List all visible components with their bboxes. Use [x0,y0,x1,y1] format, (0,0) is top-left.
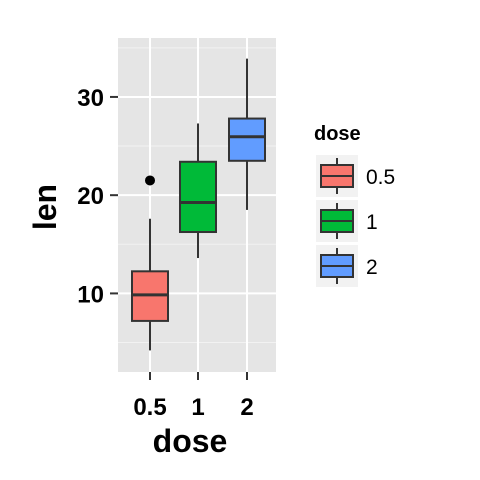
y-axis-title: len [27,184,63,230]
box-0.5 [131,175,169,351]
axes: 10 20 30 0.5 1 2 [77,85,253,421]
legend-label: 2 [366,256,378,279]
box-1 [179,123,217,259]
legend: dose 0.5 1 2 [314,123,395,287]
x-tick-label: 1 [191,394,204,421]
legend-item-0.5: 0.5 [316,155,395,197]
legend-item-1: 1 [316,200,378,242]
boxes [131,58,266,351]
box-body [179,160,217,234]
y-tick-label: 30 [77,85,104,112]
box-2 [228,58,266,210]
legend-label: 0.5 [366,166,395,189]
legend-items: 0.5 1 2 [316,155,395,287]
x-tick-label: 2 [240,394,253,421]
legend-label: 1 [366,211,378,234]
legend-title: dose [314,123,361,145]
y-tick-label: 20 [77,183,104,210]
legend-item-2: 2 [316,245,378,287]
box-body [228,117,266,162]
outlier-point [145,175,155,186]
x-axis-title: dose [153,423,228,459]
y-tick-label: 10 [77,281,104,308]
x-tick-label: 0.5 [133,394,166,421]
